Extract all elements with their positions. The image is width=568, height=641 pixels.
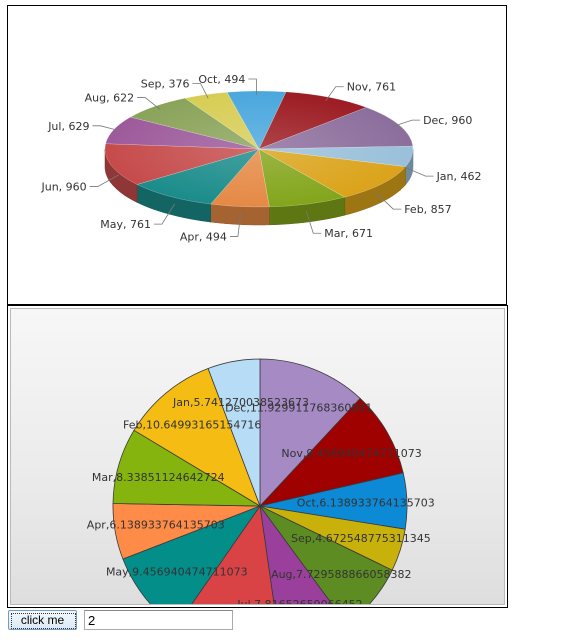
leader-line <box>229 213 242 237</box>
slice-label: Mar, 671 <box>324 227 373 240</box>
slice-label: Apr, 494 <box>180 230 227 243</box>
slice-label: Nov, 761 <box>347 81 396 94</box>
slice-label: Sep, 376 <box>141 77 190 90</box>
slice-label: May,9.456940474711073 <box>106 565 248 578</box>
slice-label: Aug, 622 <box>85 92 134 105</box>
slice-jun <box>191 504 275 604</box>
pie-chart-2d: Dec,11.929911768360881 Nov,9.456940474711… <box>87 358 435 604</box>
leader-line <box>325 86 344 102</box>
leader-line <box>305 210 322 234</box>
leader-line <box>153 203 176 225</box>
chart-panel-3d-pie: Jan, 462 Feb, 857 Mar, 671 Apr, 494 May, 761… <box>7 5 507 305</box>
leader-line <box>391 119 421 128</box>
slice-jul <box>259 505 333 604</box>
slice-aug <box>259 505 393 604</box>
slice-label: Mar,8.33851124642724 <box>92 471 225 484</box>
slice-feb <box>133 367 261 507</box>
leader-line <box>89 174 120 187</box>
leader-line <box>248 78 258 96</box>
slice-label: Jul, 629 <box>47 120 89 133</box>
chart-panel-2d-pie: Dec,11.929911768360881 Nov,9.456940474711… <box>7 305 508 608</box>
leader-line <box>137 97 161 110</box>
chart-background: Dec,11.929911768360881 Nov,9.456940474711… <box>10 308 505 605</box>
slice-label: Oct, 494 <box>198 73 245 86</box>
slice-label: Jun,11.92991176836088 <box>167 603 304 604</box>
slice-label: Apr,6.138933764135703 <box>87 519 225 532</box>
slice-jan <box>207 358 261 507</box>
slice-label: Oct,6.138933764135703 <box>297 496 435 509</box>
slice-label: Sep,4.672548775311345 <box>291 532 431 545</box>
slice-label: Dec,11.929911768360881 <box>225 402 372 415</box>
slice-label: Feb,10.64993165154716 <box>123 419 261 432</box>
leader-line <box>375 191 402 210</box>
slice-label: Jan,5.741270038523673 <box>172 396 309 409</box>
value-input[interactable] <box>84 610 233 630</box>
slice-label: Jun, 960 <box>40 181 86 194</box>
slice-label: Jul,7.81652659066452 <box>236 598 362 604</box>
pie-highlight <box>105 91 413 207</box>
slice-label: Aug,7.729588866058382 <box>271 568 411 581</box>
leader-line <box>192 82 209 99</box>
slice-label: Jan, 462 <box>436 170 482 183</box>
leader-line <box>403 166 434 177</box>
leader-line <box>92 125 122 132</box>
slice-nov <box>258 397 404 507</box>
slice-label: May, 761 <box>100 218 151 231</box>
slice-label: Nov,9.456940474711073 <box>281 447 421 460</box>
slice-label: Feb, 857 <box>404 203 451 216</box>
slice-dec <box>259 358 361 508</box>
pie-chart-3d: Jan, 462 Feb, 857 Mar, 671 Apr, 494 May, 761… <box>40 73 482 243</box>
slice-may <box>122 505 262 604</box>
click-me-button[interactable]: click me <box>8 610 77 630</box>
slice-label: Dec, 960 <box>423 114 472 127</box>
